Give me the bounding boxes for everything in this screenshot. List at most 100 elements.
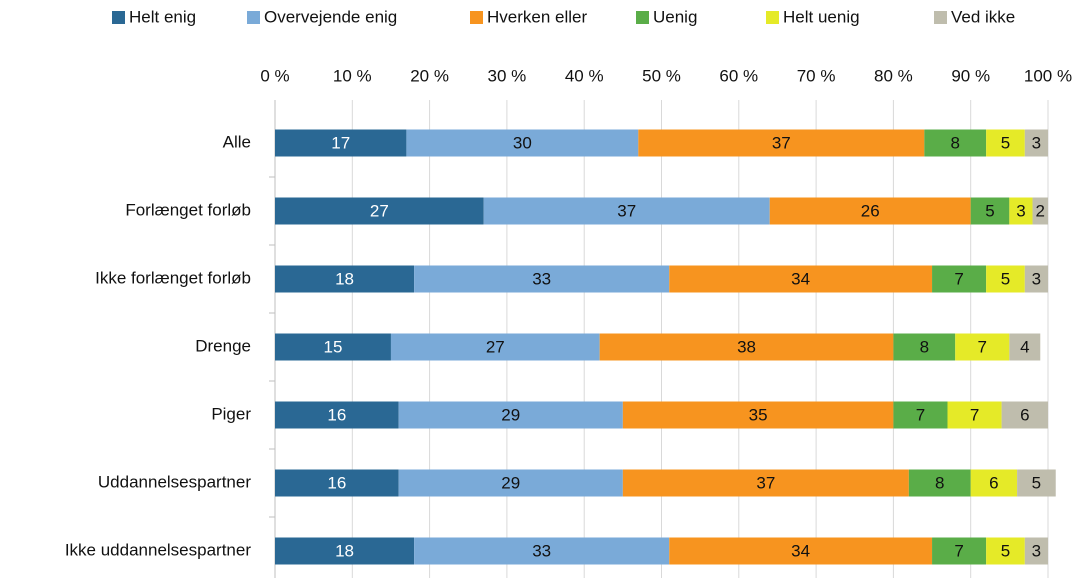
data-label: 7: [954, 541, 963, 560]
bar-segment: [1009, 333, 1041, 361]
data-label: 3: [1032, 133, 1041, 152]
bar-segment: [924, 129, 987, 157]
legend-label: Overvejende enig: [264, 7, 397, 26]
bar-segment: [275, 469, 399, 497]
x-tick-label: 50 %: [642, 66, 681, 85]
legend-label: Ved ikke: [951, 7, 1015, 26]
y-tick-label: Forlænget forløb: [125, 200, 251, 219]
legend-swatch: [470, 11, 483, 24]
bar-segment: [769, 197, 971, 225]
data-label: 5: [1001, 269, 1010, 288]
data-label: 18: [335, 269, 354, 288]
data-label: 7: [978, 337, 987, 356]
x-tick-label: 20 %: [410, 66, 449, 85]
data-label: 5: [1001, 133, 1010, 152]
x-tick-label: 90 %: [951, 66, 990, 85]
data-label: 15: [324, 337, 343, 356]
bar-segment: [638, 129, 925, 157]
legend-label: Uenig: [653, 7, 697, 26]
data-label: 8: [951, 133, 960, 152]
bar-segment: [669, 537, 933, 565]
data-label: 37: [756, 473, 775, 492]
data-label: 29: [501, 405, 520, 424]
bar-segment: [275, 197, 484, 225]
data-label: 6: [989, 473, 998, 492]
bar-segment: [275, 537, 415, 565]
bar-segment: [669, 265, 933, 293]
data-label: 3: [1016, 201, 1025, 220]
data-label: 34: [791, 541, 810, 560]
legend-swatch: [112, 11, 125, 24]
data-label: 18: [335, 541, 354, 560]
y-tick-label: Alle: [223, 132, 251, 151]
bar-segment: [1032, 197, 1048, 225]
bar-segment: [947, 401, 1002, 429]
bar-segment: [1001, 401, 1048, 429]
data-label: 37: [772, 133, 791, 152]
bar-segment: [599, 333, 894, 361]
bar-segment: [275, 265, 415, 293]
data-label: 33: [532, 541, 551, 560]
bar-segment: [398, 401, 623, 429]
bar-segment: [414, 265, 670, 293]
data-label: 5: [1032, 473, 1041, 492]
data-label: 5: [985, 201, 994, 220]
bar-segment: [932, 265, 987, 293]
x-tick-label: 10 %: [333, 66, 372, 85]
x-tick-label: 40 %: [565, 66, 604, 85]
bar-segment: [622, 401, 894, 429]
x-tick-label: 0 %: [260, 66, 289, 85]
bar-segment: [970, 197, 1010, 225]
legend-swatch: [766, 11, 779, 24]
data-label: 26: [861, 201, 880, 220]
bar-segment: [622, 469, 909, 497]
bar-segment: [893, 333, 956, 361]
data-label: 7: [916, 405, 925, 424]
data-label: 4: [1020, 337, 1029, 356]
bar-segment: [398, 469, 623, 497]
data-label: 16: [327, 405, 346, 424]
bar-segment: [908, 469, 971, 497]
legend-swatch: [636, 11, 649, 24]
bar-segment: [483, 197, 770, 225]
bar-segment: [1024, 129, 1048, 157]
x-tick-label: 80 %: [874, 66, 913, 85]
data-label: 17: [331, 133, 350, 152]
bar-segment: [932, 537, 987, 565]
data-label: 2: [1036, 201, 1045, 220]
data-label: 38: [737, 337, 756, 356]
bar-segment: [893, 401, 948, 429]
legend-label: Helt uenig: [783, 7, 860, 26]
data-label: 3: [1032, 541, 1041, 560]
legend-swatch: [934, 11, 947, 24]
bar-segment: [414, 537, 670, 565]
legend-label: Hverken eller: [487, 7, 587, 26]
bar-segment: [275, 129, 407, 157]
bar-segment: [970, 469, 1018, 497]
data-label: 16: [327, 473, 346, 492]
bar-segment: [406, 129, 639, 157]
y-tick-label: Ikke uddannelsespartner: [65, 540, 252, 559]
data-label: 7: [954, 269, 963, 288]
bar-segment: [275, 333, 391, 361]
bar-segment: [986, 265, 1025, 293]
bar-segment: [955, 333, 1010, 361]
data-label: 27: [370, 201, 389, 220]
y-tick-label: Ikke forlænget forløb: [95, 268, 251, 287]
bar-segment: [1009, 197, 1033, 225]
x-tick-label: 60 %: [719, 66, 758, 85]
data-label: 33: [532, 269, 551, 288]
data-label: 8: [935, 473, 944, 492]
bar-segment: [986, 537, 1025, 565]
data-label: 8: [920, 337, 929, 356]
x-tick-label: 100 %: [1024, 66, 1072, 85]
legend-label: Helt enig: [129, 7, 196, 26]
y-tick-label: Uddannelsespartner: [98, 472, 251, 491]
x-tick-label: 30 %: [488, 66, 527, 85]
data-label: 6: [1020, 405, 1029, 424]
y-tick-label: Piger: [211, 404, 251, 423]
data-label: 29: [501, 473, 520, 492]
data-label: 34: [791, 269, 810, 288]
data-label: 35: [749, 405, 768, 424]
